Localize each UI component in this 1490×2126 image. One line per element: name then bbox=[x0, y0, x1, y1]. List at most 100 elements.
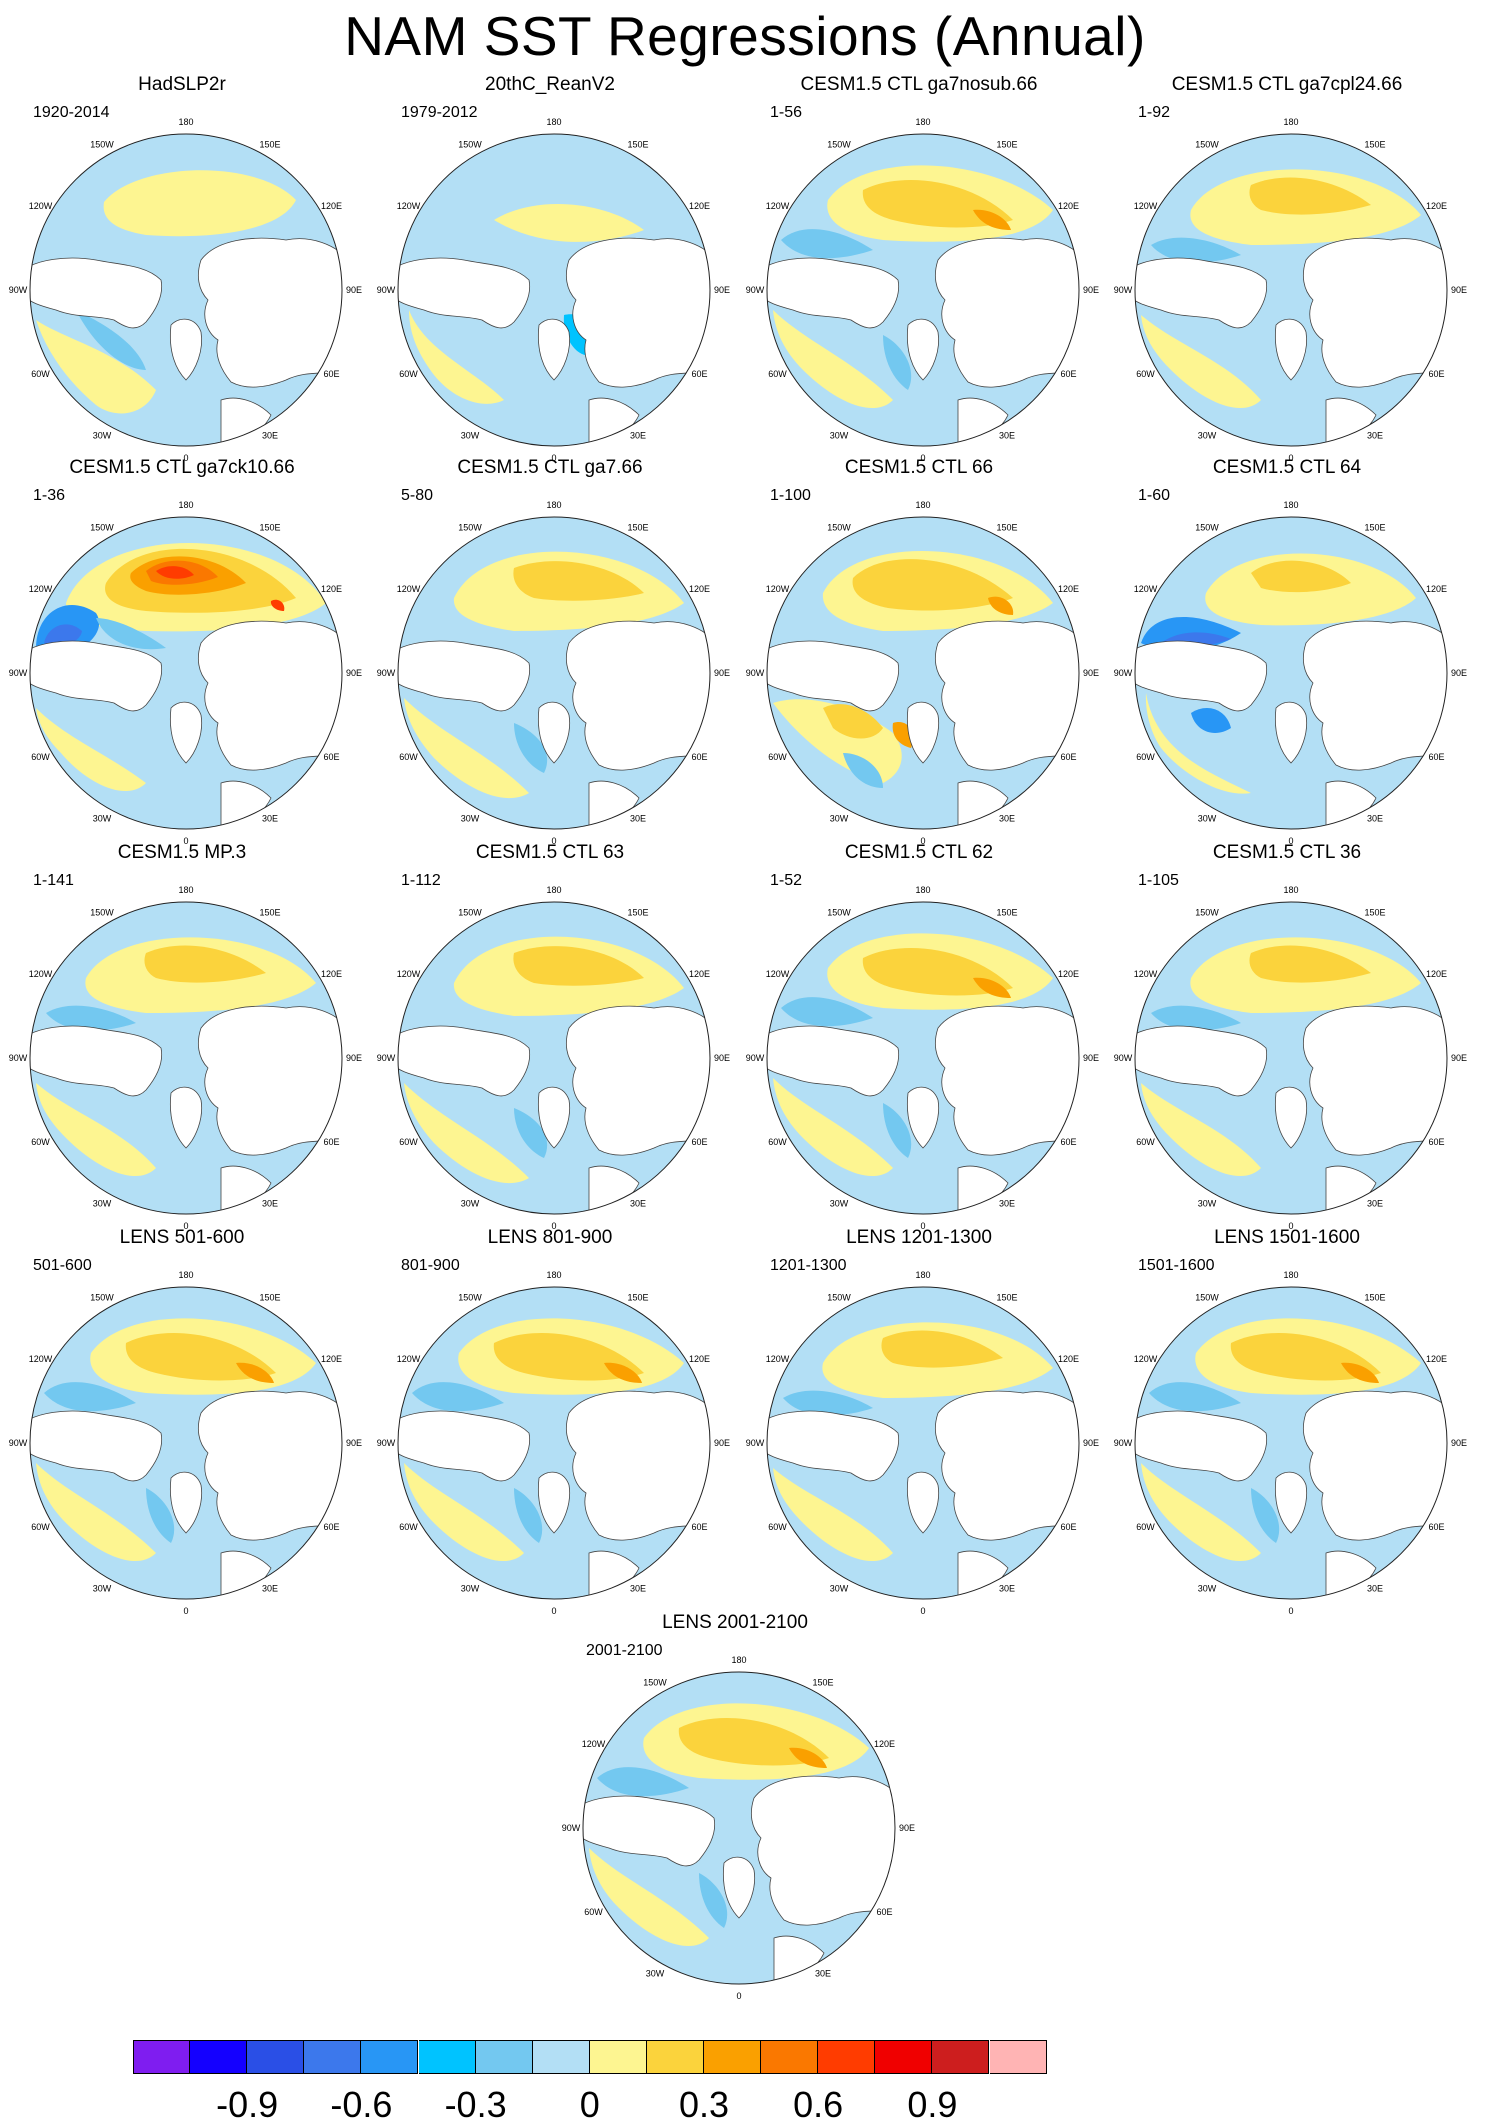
eurasia-land bbox=[934, 1390, 1079, 1541]
longitude-label: 90W bbox=[9, 1053, 28, 1063]
longitude-label: 30W bbox=[830, 813, 849, 823]
longitude-label: 60W bbox=[31, 1522, 50, 1532]
longitude-label: 90W bbox=[377, 1438, 396, 1448]
north-america-land bbox=[30, 257, 163, 329]
sst-anomaly-region bbox=[773, 1468, 893, 1562]
longitude-label: 90E bbox=[714, 668, 730, 678]
panel-year-range: 801-900 bbox=[401, 1257, 460, 1274]
colorbar-tick-label: 0.9 bbox=[907, 2084, 958, 2125]
map-panel: 20thC_ReanV2 1979-2012 180 150E 120E 90E 60E 30… bbox=[364, 70, 736, 463]
longitude-label: 150W bbox=[643, 1678, 667, 1688]
longitude-label: 90E bbox=[1083, 668, 1099, 678]
longitude-label: 90W bbox=[1114, 285, 1133, 295]
panel-title: CESM1.5 MP.3 bbox=[117, 842, 247, 863]
longitude-label: 120E bbox=[689, 201, 710, 211]
colorbar-swatch bbox=[761, 2040, 819, 2074]
longitude-label: 30W bbox=[93, 430, 112, 440]
map-panel: HadSLP2r 1920-2014 180 150E 120E 90E 60E 30E 0 30… bbox=[0, 70, 368, 463]
longitude-label: 180 bbox=[546, 117, 561, 127]
eurasia-land bbox=[1302, 1390, 1447, 1541]
panel-title: CESM1.5 CTL 36 bbox=[1212, 842, 1362, 863]
longitude-label: 0 bbox=[551, 836, 556, 846]
longitude-label: 90W bbox=[1114, 1053, 1133, 1063]
sst-anomaly-region bbox=[1145, 693, 1251, 794]
polar-map: 180 150E 120E 90E 60E 30E 0 30W 60W 90W 120W 150W bbox=[1114, 1270, 1467, 1616]
sst-anomaly-region bbox=[36, 320, 156, 414]
sst-anomaly-region bbox=[270, 599, 285, 611]
eurasia-land bbox=[197, 237, 342, 388]
colorbar-tick-label: 0.3 bbox=[678, 2084, 730, 2125]
figure-title: NAM SST Regressions (Annual) bbox=[344, 5, 1146, 67]
eurasia-land bbox=[1302, 237, 1447, 388]
longitude-label: 90W bbox=[746, 668, 765, 678]
colorbar-swatch bbox=[589, 2040, 647, 2074]
longitude-label: 90W bbox=[1114, 1438, 1133, 1448]
longitude-label: 0 bbox=[920, 1606, 925, 1616]
longitude-label: 120W bbox=[397, 1354, 421, 1364]
sst-anomaly-region bbox=[781, 229, 873, 259]
sst-anomaly-region bbox=[513, 561, 644, 601]
map-panel: CESM1.5 CTL 64 1-60 180 150E 120E 90E 60E 30E 0 3… bbox=[1101, 453, 1473, 846]
longitude-label: 0 bbox=[1288, 836, 1293, 846]
sst-anomaly-region bbox=[1191, 708, 1231, 733]
sst-anomaly-region bbox=[404, 698, 529, 799]
longitude-label: 60E bbox=[323, 1137, 339, 1147]
longitude-label: 30W bbox=[461, 813, 480, 823]
sst-anomaly-region bbox=[36, 1083, 156, 1177]
longitude-label: 150E bbox=[627, 523, 648, 533]
longitude-label: 90W bbox=[9, 1438, 28, 1448]
sst-anomaly-region bbox=[409, 310, 504, 404]
longitude-label: 90E bbox=[1083, 285, 1099, 295]
longitude-label: 180 bbox=[1283, 117, 1298, 127]
longitude-label: 30E bbox=[999, 1583, 1015, 1593]
colorbar-tick-label: -0.6 bbox=[330, 2084, 393, 2125]
sst-anomaly-region bbox=[96, 618, 166, 650]
longitude-label: 180 bbox=[915, 885, 930, 895]
longitude-label: 150W bbox=[458, 140, 482, 150]
longitude-label: 180 bbox=[178, 500, 193, 510]
longitude-label: 150E bbox=[1364, 140, 1385, 150]
longitude-label: 150E bbox=[996, 140, 1017, 150]
panel-year-range: 1201-1300 bbox=[770, 1257, 847, 1274]
longitude-label: 30E bbox=[999, 430, 1015, 440]
eurasia-land bbox=[197, 1005, 342, 1156]
longitude-label: 120E bbox=[1058, 201, 1079, 211]
sst-anomaly-region bbox=[514, 1108, 548, 1158]
longitude-label: 150W bbox=[458, 523, 482, 533]
map-panel: CESM1.5 CTL 66 1-100 180 150E 120E 90E 60E 30E 0… bbox=[733, 453, 1105, 846]
colorbar-tick-label: 0.6 bbox=[793, 2084, 844, 2125]
longitude-label: 120E bbox=[321, 201, 342, 211]
sst-anomaly-region bbox=[1141, 1463, 1261, 1562]
longitude-label: 30W bbox=[830, 430, 849, 440]
longitude-label: 30W bbox=[461, 1198, 480, 1208]
north-america-land bbox=[30, 640, 163, 712]
north-america-land bbox=[1135, 1025, 1268, 1097]
longitude-label: 180 bbox=[546, 1270, 561, 1280]
longitude-label: 120W bbox=[766, 201, 790, 211]
north-america-land bbox=[398, 1410, 531, 1482]
eurasia-land bbox=[934, 620, 1079, 771]
longitude-label: 60E bbox=[1060, 369, 1076, 379]
longitude-label: 180 bbox=[1283, 1270, 1298, 1280]
panel-title: CESM1.5 CTL ga7nosub.66 bbox=[800, 74, 1038, 95]
sst-anomaly-region bbox=[773, 310, 893, 409]
polar-map: 180 150E 120E 90E 60E 30E 0 30W 60W 90W 120W 150W bbox=[377, 885, 730, 1231]
colorbar-swatch bbox=[418, 2040, 476, 2074]
longitude-label: 60W bbox=[399, 369, 418, 379]
longitude-label: 0 bbox=[551, 453, 556, 463]
longitude-label: 120W bbox=[29, 1354, 53, 1364]
map-boundary bbox=[397, 133, 711, 447]
colorbar-swatch bbox=[133, 2040, 191, 2074]
greenland-land bbox=[1274, 1471, 1308, 1534]
longitude-label: 120W bbox=[29, 584, 53, 594]
panel-title: CESM1.5 CTL ga7.66 bbox=[457, 457, 643, 478]
eurasia-land bbox=[1302, 620, 1447, 771]
longitude-label: 60W bbox=[1136, 752, 1155, 762]
longitude-label: 120W bbox=[397, 201, 421, 211]
panel-year-range: 1-105 bbox=[1138, 872, 1179, 889]
longitude-label: 30W bbox=[1198, 1198, 1217, 1208]
sst-anomaly-region bbox=[514, 723, 548, 773]
longitude-label: 60W bbox=[31, 1137, 50, 1147]
map-panel: CESM1.5 CTL ga7ck10.66 1-36 180 150E 120E 90E… bbox=[0, 453, 368, 846]
longitude-label: 30E bbox=[1367, 1583, 1383, 1593]
